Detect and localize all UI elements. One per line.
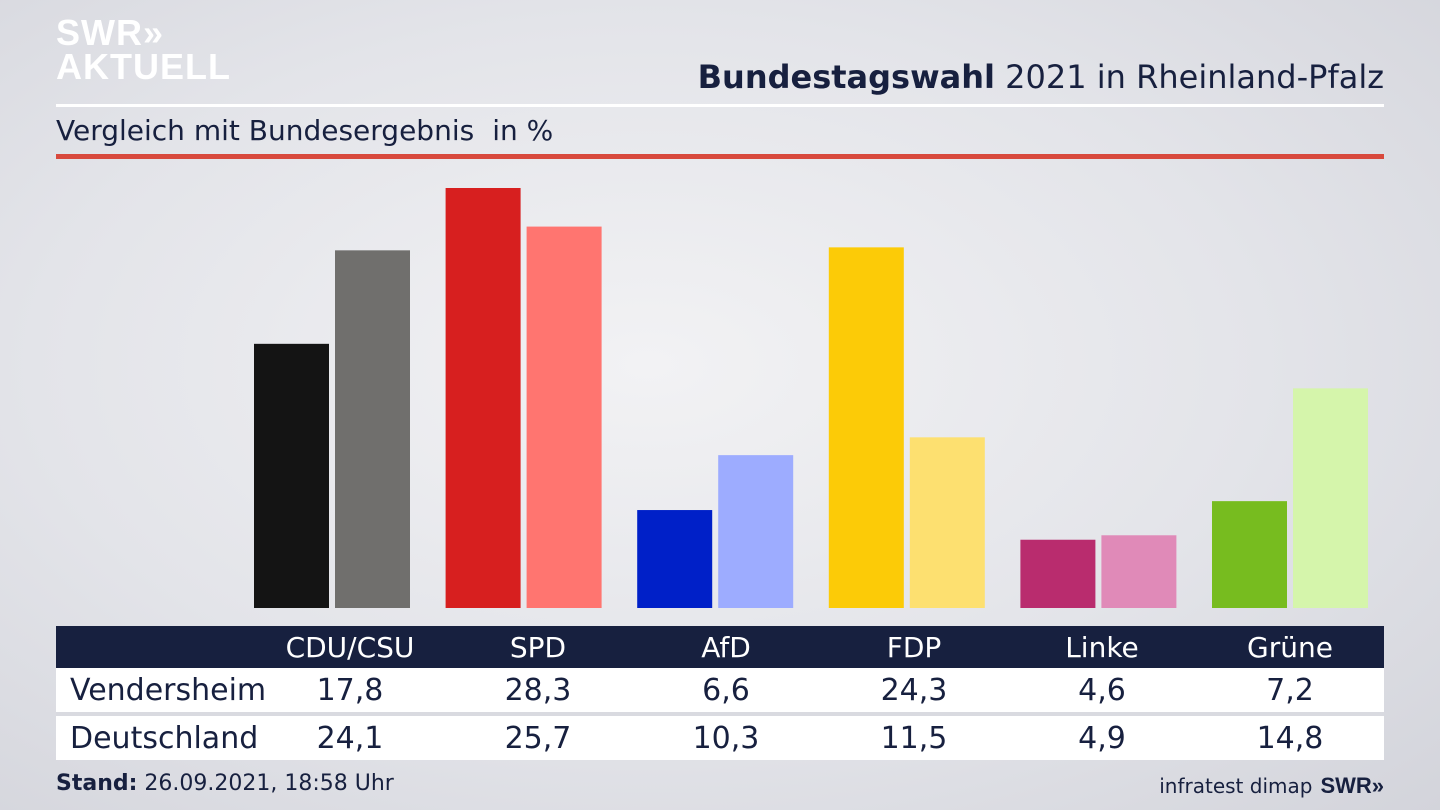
header-empty-cell — [56, 626, 256, 668]
table-row: Vendersheim 17,8 28,3 6,6 24,3 4,6 7,2 — [56, 668, 1384, 714]
value-cell: 24,1 — [256, 712, 444, 760]
row-label: Vendersheim — [56, 668, 266, 714]
bar-afd-deutschland — [718, 455, 794, 608]
header-party: SPD — [444, 626, 632, 668]
value-cell: 4,6 — [1008, 668, 1196, 714]
bar-spd-deutschland — [526, 226, 602, 608]
value-cell: 10,3 — [632, 712, 820, 760]
bar-cdu-csu-deutschland — [335, 250, 410, 608]
value-cell: 28,3 — [444, 668, 632, 714]
source-credit: infratest dimap SWR» — [1159, 773, 1384, 799]
bar-fdp-vendersheim — [828, 247, 904, 608]
bar-cdu-csu-vendersheim — [254, 343, 329, 608]
header-party: Grüne — [1196, 626, 1384, 668]
bar-afd-vendersheim — [637, 510, 713, 608]
value-cell: 24,3 — [820, 668, 1008, 714]
value-cell: 4,9 — [1008, 712, 1196, 760]
row-label: Deutschland — [56, 712, 258, 760]
unit-label: in % — [492, 114, 554, 147]
swr-brand-logo: SWR» — [1320, 773, 1384, 798]
bar-grüne-deutschland — [1293, 388, 1368, 608]
chart-subtitle: Vergleich mit Bundesergebnis in % — [56, 114, 553, 147]
bar-linke-deutschland — [1101, 535, 1177, 608]
logo-line-swr: SWR» — [56, 12, 165, 53]
page-title: Bundestagswahl 2021 in Rheinland-Pfalz — [698, 58, 1384, 96]
header-party: AfD — [632, 626, 820, 668]
value-cell: 14,8 — [1196, 712, 1384, 760]
header-party: Linke — [1008, 626, 1196, 668]
table-header-row: CDU/CSU SPD AfD FDP Linke Grüne — [56, 626, 1384, 668]
subtitle-divider — [56, 154, 1384, 159]
subtitle-text: Vergleich mit Bundesergebnis — [56, 114, 475, 147]
title-rest: 2021 in Rheinland-Pfalz — [1005, 58, 1384, 96]
title-divider — [56, 104, 1384, 107]
value-cell: 6,6 — [632, 668, 820, 714]
timestamp: Stand: 26.09.2021, 18:58 Uhr — [56, 771, 394, 796]
bar-chart — [254, 188, 1368, 608]
value-cell: 17,8 — [256, 668, 444, 714]
bar-grüne-vendersheim — [1212, 501, 1287, 608]
bar-fdp-deutschland — [909, 437, 985, 608]
value-cell: 7,2 — [1196, 668, 1384, 714]
value-cell: 11,5 — [820, 712, 1008, 760]
header-party: FDP — [820, 626, 1008, 668]
header-party: CDU/CSU — [256, 626, 444, 668]
source-label: infratest dimap — [1159, 774, 1313, 798]
stand-value: 26.09.2021, 18:58 Uhr — [144, 771, 394, 796]
bar-linke-vendersheim — [1020, 539, 1096, 608]
swr-aktuell-logo: SWR» AKTUELL — [56, 12, 231, 87]
table-row: Deutschland 24,1 25,7 10,3 11,5 4,9 14,8 — [56, 712, 1384, 760]
bar-spd-vendersheim — [445, 188, 521, 608]
title-bold: Bundestagswahl — [697, 58, 995, 96]
logo-line-aktuell: AKTUELL — [56, 46, 231, 87]
stand-label: Stand: — [56, 771, 138, 796]
value-cell: 25,7 — [444, 712, 632, 760]
results-table: CDU/CSU SPD AfD FDP Linke Grüne Vendersh… — [56, 626, 1384, 760]
